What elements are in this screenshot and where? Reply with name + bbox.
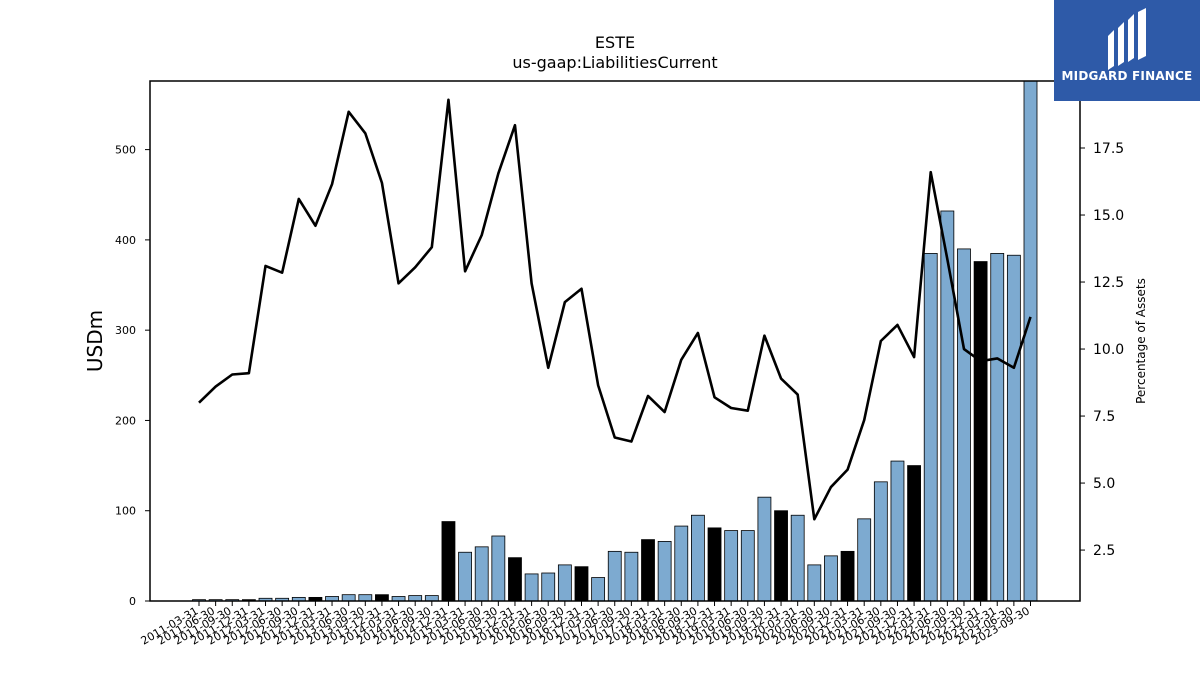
bar (607, 550, 622, 602)
bar (424, 595, 439, 602)
y2-axis-label: Percentage of Assets (1134, 278, 1148, 404)
bar (441, 521, 456, 602)
y-tick-label: 300 (115, 324, 136, 337)
bar (657, 541, 672, 602)
bar (707, 527, 722, 602)
y-tick-label: 400 (115, 234, 136, 247)
bar (923, 253, 938, 602)
bar (873, 481, 888, 602)
y2-tick-label: 15.0 (1093, 208, 1124, 224)
bar (358, 594, 373, 602)
bar (824, 555, 838, 602)
bar (557, 564, 572, 602)
chart-subtitle: us-gaap:LiabilitiesCurrent (512, 53, 717, 72)
y-tick-label: 100 (115, 505, 136, 518)
bar (890, 460, 905, 602)
y2-tick-label: 10.0 (1093, 342, 1124, 358)
bar (641, 539, 655, 602)
y2-tick-label: 17.5 (1093, 141, 1124, 157)
bar (674, 525, 689, 602)
y2-tick-label: 12.5 (1093, 275, 1124, 291)
bar (574, 566, 589, 602)
y-tick-label: 500 (115, 144, 136, 157)
logo-text: MIDGARD FINANCE (1061, 69, 1193, 83)
bar (341, 594, 356, 602)
axes-layer: 0 100 200 300 400 500 2.5 5.0 7.5 10.0 12.5 15.0 17.… (115, 80, 1124, 648)
chart-title: ESTE (595, 33, 635, 52)
y-tick-label: 200 (115, 414, 136, 427)
bar (724, 530, 739, 602)
bar (957, 248, 971, 602)
bar (458, 551, 472, 602)
bar (408, 595, 423, 602)
bar (790, 514, 805, 602)
bar (840, 550, 855, 602)
logo-mark-icon (1108, 8, 1146, 70)
bar (774, 510, 788, 602)
bar (740, 530, 755, 602)
bar (375, 594, 389, 602)
bar (857, 518, 872, 602)
bar (474, 546, 489, 602)
bar (541, 572, 556, 602)
bar (591, 577, 606, 602)
bar (757, 496, 772, 602)
bar (907, 465, 921, 602)
y2-tick-label: 5.0 (1093, 476, 1115, 492)
y2-tick-label: 7.5 (1093, 409, 1115, 425)
bar (508, 557, 522, 602)
bar (1023, 80, 1038, 602)
bar (990, 253, 1005, 602)
y-axis-label: USDm (83, 310, 107, 372)
y2-tick-label: 2.5 (1093, 543, 1115, 559)
bar (624, 551, 639, 602)
bar (691, 514, 705, 602)
bar (1006, 254, 1021, 602)
bar (491, 535, 506, 602)
bar (807, 564, 822, 602)
y-tick-label: 0 (129, 595, 136, 608)
bar (524, 573, 539, 602)
line-layer (198, 98, 1032, 521)
bar (973, 261, 988, 602)
brand-logo: MIDGARD FINANCE (1054, 0, 1200, 101)
bar (940, 210, 955, 602)
bars-layer (192, 80, 1038, 602)
line-series (198, 98, 1032, 521)
